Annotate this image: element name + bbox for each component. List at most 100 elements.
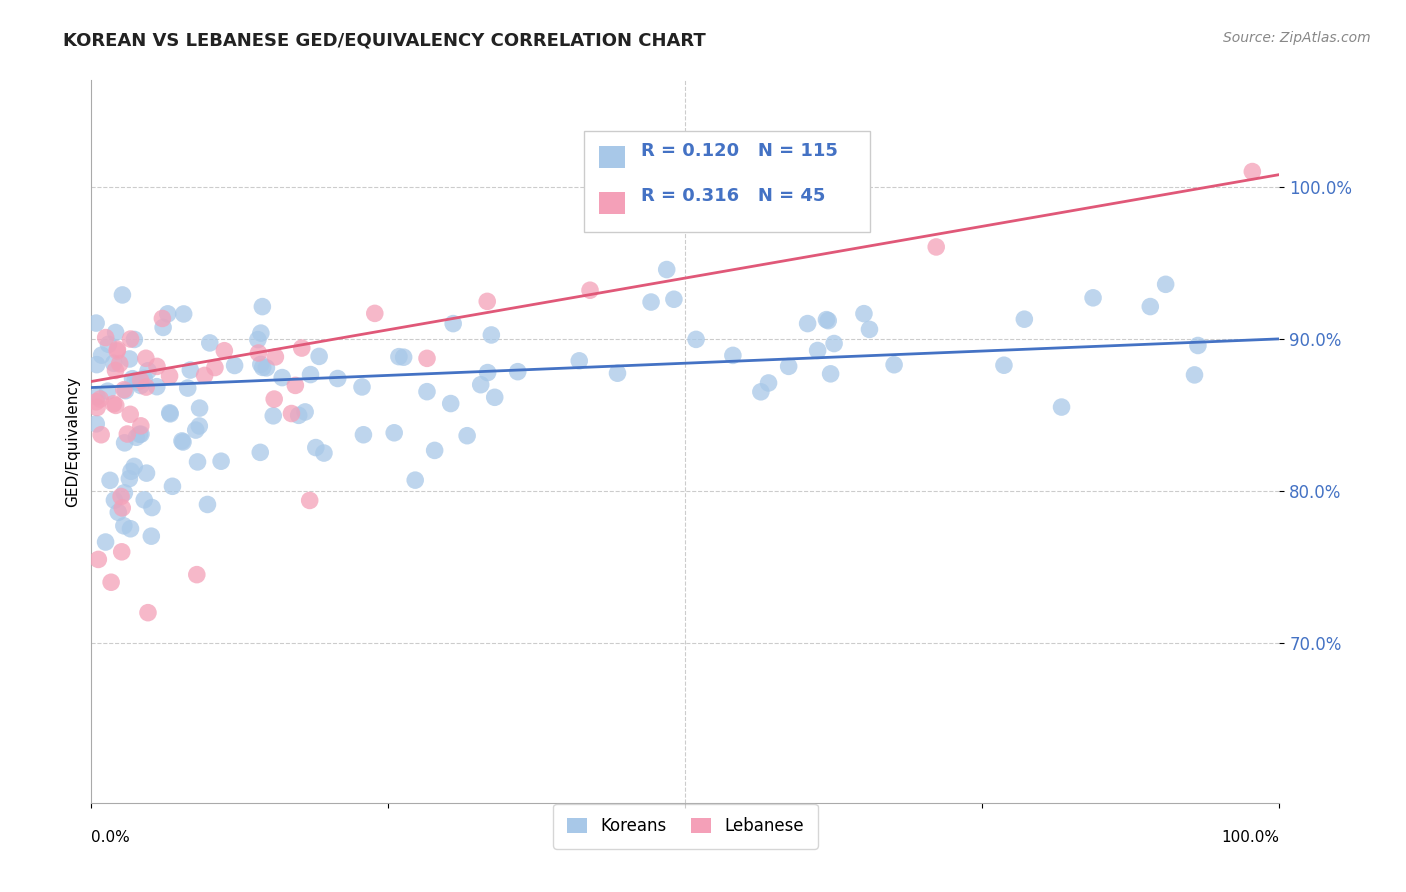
Point bbox=[312, 446, 335, 460]
Point bbox=[250, 357, 273, 371]
Point bbox=[114, 384, 136, 398]
Point bbox=[214, 343, 236, 358]
Point bbox=[883, 358, 905, 372]
Point bbox=[128, 427, 150, 442]
Point bbox=[1184, 368, 1206, 382]
Point bbox=[568, 354, 591, 368]
Point bbox=[1241, 164, 1264, 178]
Point bbox=[326, 371, 349, 385]
Point bbox=[852, 307, 875, 321]
Point bbox=[263, 392, 285, 406]
Point bbox=[188, 401, 211, 416]
Point bbox=[416, 351, 439, 366]
Point bbox=[184, 423, 207, 437]
Point bbox=[250, 326, 273, 340]
Text: KOREAN VS LEBANESE GED/EQUIVALENCY CORRELATION CHART: KOREAN VS LEBANESE GED/EQUIVALENCY CORRE… bbox=[63, 31, 706, 49]
Point bbox=[262, 409, 284, 423]
Point bbox=[506, 365, 529, 379]
Point bbox=[159, 407, 181, 421]
Point bbox=[105, 343, 128, 358]
Text: 0.0%: 0.0% bbox=[91, 830, 131, 846]
Point bbox=[388, 350, 411, 364]
Point bbox=[606, 366, 628, 380]
Point bbox=[246, 333, 269, 347]
Point bbox=[97, 337, 120, 351]
Point bbox=[86, 401, 108, 415]
Point bbox=[111, 545, 134, 559]
Point bbox=[416, 384, 439, 399]
Point bbox=[124, 374, 146, 388]
Point bbox=[152, 320, 174, 334]
Point bbox=[209, 454, 232, 468]
Point bbox=[470, 377, 492, 392]
Point bbox=[107, 505, 129, 519]
Point bbox=[640, 295, 662, 310]
Point bbox=[823, 336, 845, 351]
Point bbox=[120, 332, 142, 346]
Point bbox=[655, 262, 678, 277]
Point bbox=[124, 459, 146, 474]
Point bbox=[118, 351, 141, 366]
Point bbox=[1154, 277, 1177, 292]
Point bbox=[112, 519, 135, 533]
Point bbox=[103, 397, 125, 411]
Point bbox=[141, 529, 163, 543]
Point bbox=[858, 322, 880, 336]
Point bbox=[305, 441, 328, 455]
Point bbox=[170, 434, 193, 448]
Point bbox=[141, 500, 163, 515]
Point bbox=[749, 384, 772, 399]
Point bbox=[156, 307, 179, 321]
Point bbox=[94, 330, 117, 344]
Point bbox=[112, 485, 135, 500]
Point bbox=[484, 390, 506, 404]
Point bbox=[135, 351, 157, 366]
Point bbox=[111, 500, 134, 515]
Point bbox=[104, 363, 127, 377]
Text: R = 0.120   N = 115: R = 0.120 N = 115 bbox=[641, 142, 838, 160]
Point bbox=[120, 522, 142, 536]
Point bbox=[86, 358, 108, 372]
Point bbox=[186, 567, 208, 582]
Point bbox=[778, 359, 800, 374]
Point bbox=[993, 358, 1015, 372]
Point bbox=[477, 294, 499, 309]
Point bbox=[685, 332, 707, 346]
Point bbox=[127, 375, 149, 389]
Point bbox=[364, 306, 387, 320]
Text: 100.0%: 100.0% bbox=[1222, 830, 1279, 846]
Point bbox=[104, 326, 127, 340]
Point bbox=[162, 479, 184, 493]
Point bbox=[94, 535, 117, 549]
Point bbox=[382, 425, 405, 440]
Text: Source: ZipAtlas.com: Source: ZipAtlas.com bbox=[1223, 31, 1371, 45]
Point bbox=[172, 435, 194, 450]
Point bbox=[129, 427, 152, 442]
Point bbox=[89, 392, 111, 406]
Point bbox=[107, 343, 129, 357]
Point bbox=[90, 348, 112, 362]
Point bbox=[404, 473, 426, 487]
Point bbox=[129, 373, 152, 387]
Point bbox=[271, 370, 294, 384]
Point bbox=[120, 407, 142, 421]
Point bbox=[103, 493, 125, 508]
Point bbox=[352, 427, 374, 442]
Point bbox=[294, 405, 316, 419]
Point bbox=[125, 430, 148, 444]
Point bbox=[124, 333, 146, 347]
FancyBboxPatch shape bbox=[599, 146, 624, 169]
Point bbox=[87, 552, 110, 566]
FancyBboxPatch shape bbox=[599, 192, 624, 214]
Point bbox=[84, 417, 107, 431]
Point bbox=[721, 348, 744, 362]
Point bbox=[108, 357, 131, 371]
Point bbox=[392, 350, 415, 364]
Point bbox=[247, 346, 270, 360]
Point bbox=[299, 368, 322, 382]
Point bbox=[796, 317, 818, 331]
Point bbox=[117, 427, 139, 442]
Point bbox=[136, 606, 159, 620]
Point bbox=[817, 313, 839, 327]
Point bbox=[97, 384, 120, 399]
